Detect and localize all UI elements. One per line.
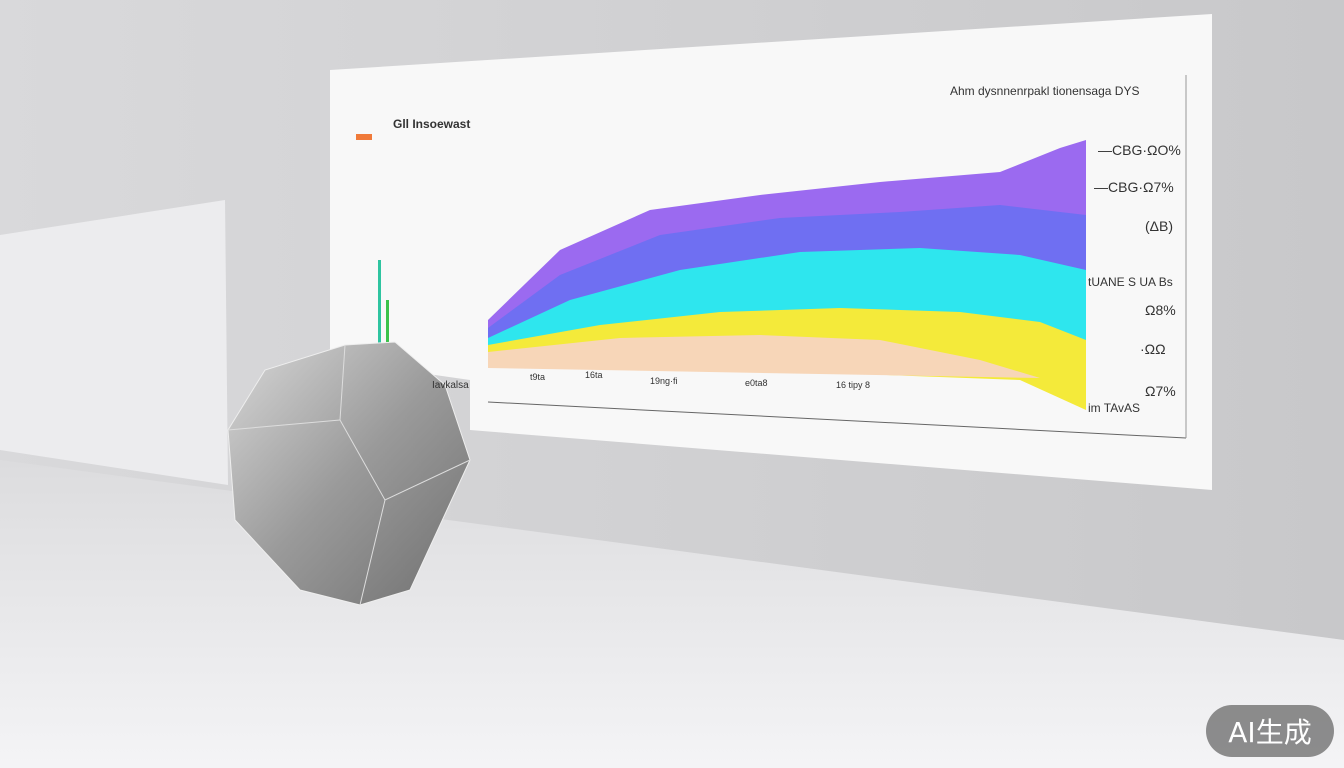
polyhedron-edge bbox=[339, 344, 471, 501]
x-axis bbox=[487, 401, 1187, 439]
top-left-heading: Gll Insoewast bbox=[393, 117, 470, 131]
ai-generated-badge: AI生成 bbox=[1206, 705, 1334, 757]
right-label: Ω7% bbox=[1145, 383, 1176, 399]
right-label: tUANE S UA Bs bbox=[1088, 275, 1173, 289]
bar-green bbox=[386, 300, 389, 355]
area-peach bbox=[488, 335, 1040, 378]
right-label: (ΔB) bbox=[1145, 218, 1173, 234]
left-label: Iavkalsa bbox=[432, 380, 469, 391]
x-tick: e0ta8 bbox=[745, 378, 768, 388]
x-tick: 16 tipy 8 bbox=[836, 380, 870, 390]
legend-swatch bbox=[356, 134, 372, 140]
x-tick: t9ta bbox=[530, 372, 545, 382]
x-tick: 19ng·fi bbox=[650, 376, 678, 386]
right-label: ·ΩΩ bbox=[1140, 341, 1166, 357]
polyhedron-edge bbox=[359, 499, 386, 606]
polyhedron-edge bbox=[227, 419, 341, 431]
right-label: Ω8% bbox=[1145, 302, 1176, 318]
panel-title: Ahm dysnnenrpakl tionensaga DYS bbox=[950, 84, 1139, 98]
left-wall-panel bbox=[0, 200, 228, 485]
right-label: —CBG·ΩO% bbox=[1098, 142, 1181, 158]
right-label: —CBG·Ω7% bbox=[1094, 179, 1174, 195]
bar-teal bbox=[378, 260, 381, 355]
bottom-right-label: im TAvAS bbox=[1088, 401, 1140, 415]
x-tick: 16ta bbox=[585, 370, 603, 380]
